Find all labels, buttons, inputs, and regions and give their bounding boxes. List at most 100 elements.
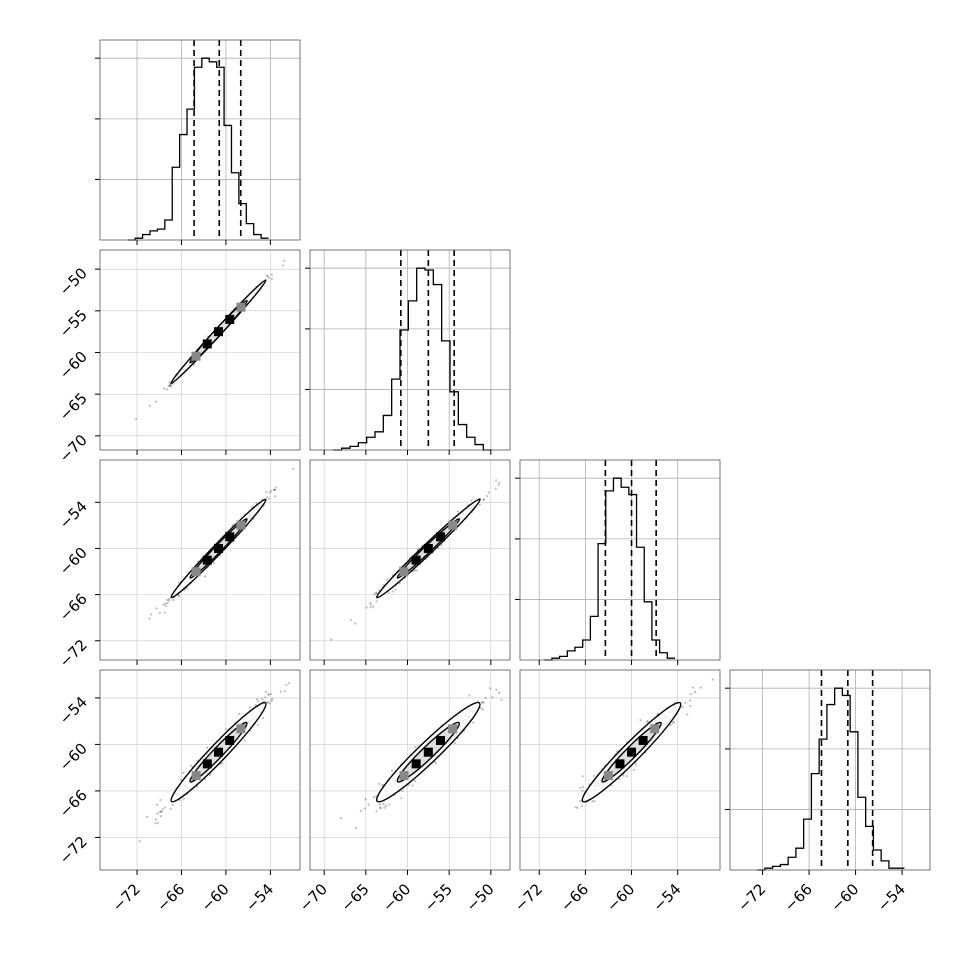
scatter-point (491, 696, 494, 699)
scatter-point (481, 700, 484, 704)
scatter-point (160, 810, 163, 813)
scatter-point (354, 622, 357, 625)
scatter-point (478, 503, 481, 506)
x-tick-label: −72 (511, 880, 546, 915)
scatter-point (261, 716, 265, 720)
scatter-point (375, 810, 378, 813)
scatter-point (579, 786, 582, 790)
scatter-point (581, 789, 584, 792)
scatter-point (160, 810, 163, 813)
scatter-point (592, 774, 596, 777)
x-tick-label: −65 (338, 880, 373, 915)
density-cell (603, 771, 613, 781)
x-tick-label: −54 (874, 880, 909, 915)
scatter-point (646, 720, 649, 723)
scatter-point (177, 581, 180, 584)
scatter-point (415, 569, 418, 572)
scatter-point (414, 779, 417, 782)
panel-frame (309, 249, 511, 451)
scatter-point (255, 502, 258, 505)
scatter-point (365, 606, 368, 609)
y-tick-label: −60 (56, 740, 91, 775)
scatter-point (689, 693, 692, 696)
density-cell (423, 543, 433, 553)
scatter-point (497, 691, 501, 694)
scatter-point (486, 495, 489, 498)
scatter-panel-1-0 (99, 249, 301, 451)
panel-frame (99, 459, 301, 661)
density-cell (225, 735, 235, 745)
scatter-point (367, 803, 370, 806)
scatter-point (254, 704, 257, 707)
scatter-point (372, 796, 376, 799)
scatter-point (262, 700, 265, 703)
y-tick-label: −60 (56, 544, 91, 579)
scatter-point (281, 264, 285, 267)
scatter-point (581, 804, 584, 808)
scatter-point (179, 778, 182, 781)
scatter-point (625, 775, 628, 778)
density-cell (236, 724, 246, 734)
scatter-point (387, 591, 390, 594)
scatter-point (482, 701, 485, 704)
scatter-point (382, 803, 385, 806)
scatter-point (159, 815, 162, 818)
scatter-point (339, 816, 343, 820)
density-cell (615, 759, 625, 769)
scatter-point (164, 806, 167, 809)
y-tick-label: −50 (56, 264, 91, 299)
scatter-point (178, 595, 181, 598)
scatter-point (271, 697, 274, 700)
x-tick-label: −54 (649, 880, 684, 915)
density-cell (214, 543, 224, 553)
scatter-point (154, 400, 157, 403)
scatter-point (671, 721, 675, 724)
scatter-point (391, 590, 395, 593)
scatter-panel-2-0 (99, 459, 301, 661)
scatter-point (224, 728, 227, 731)
density-cell (214, 327, 224, 337)
scatter-point (158, 810, 162, 814)
panel-frame (99, 39, 301, 241)
scatter-point (381, 784, 384, 787)
scatter-point (482, 498, 485, 501)
scatter-point (168, 597, 171, 601)
scatter-point (250, 506, 253, 509)
scatter-point (168, 381, 171, 384)
scatter-point (484, 696, 487, 699)
scatter-point (169, 807, 172, 810)
scatter-point (182, 797, 185, 800)
scatter-point (267, 693, 270, 697)
scatter-point (164, 604, 168, 608)
scatter-point (165, 388, 169, 391)
scatter-point (267, 497, 271, 500)
scatter-point (497, 483, 500, 486)
scatter-point (165, 598, 169, 601)
density-cell (202, 759, 212, 769)
scatter-point (212, 561, 216, 565)
scatter-point (672, 720, 675, 724)
scatter-point (390, 769, 394, 772)
x-tick-label: −54 (242, 880, 277, 915)
scatter-point (363, 807, 367, 810)
x-tick-label: −50 (463, 880, 498, 915)
scatter-point (164, 602, 167, 605)
scatter-point (279, 690, 282, 693)
y-tick-label: −65 (56, 389, 91, 424)
scatter-point (375, 600, 378, 603)
scatter-point (177, 594, 180, 597)
scatter-point (148, 617, 151, 620)
density-cell (202, 339, 212, 349)
scatter-point (237, 712, 241, 715)
scatter-point (273, 488, 276, 491)
density-cell (627, 747, 637, 757)
scatter-point (689, 704, 692, 708)
scatter-point (208, 774, 212, 777)
scatter-point (268, 491, 272, 494)
scatter-point (256, 700, 259, 703)
scatter-point (285, 683, 288, 687)
scatter-point (171, 803, 174, 806)
density-cell (411, 555, 421, 565)
x-tick-label: −66 (557, 880, 592, 915)
x-tick-label: −72 (109, 880, 144, 915)
